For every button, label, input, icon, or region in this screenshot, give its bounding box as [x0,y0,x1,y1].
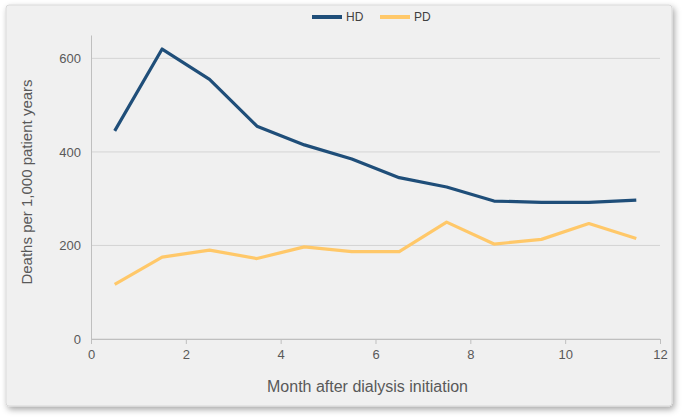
legend-label: PD [414,10,431,24]
legend-label: HD [346,10,364,24]
x-tick-mark [470,339,471,344]
x-tick: 10 [558,339,572,362]
y-tick-label: 400 [59,145,81,160]
x-tick: 2 [183,339,190,362]
grid-line [91,245,660,246]
y-axis-title: Deaths per 1,000 patient years [18,79,35,284]
x-tick-label: 6 [372,347,379,362]
legend-swatch [380,15,410,19]
chart: 0 200 400 600 0 2 4 6 8 10 12 Month after dialysis … [0,0,682,417]
y-tick: 600 [59,51,91,66]
y-tick-label: 200 [59,238,81,253]
y-axis-line [91,36,92,340]
lines [115,49,637,284]
x-tick-label: 12 [653,347,667,362]
x-tick: 4 [278,339,285,362]
x-tick: 8 [467,339,474,362]
plot: 0 200 400 600 0 2 4 6 8 10 12 [59,36,667,363]
grid [91,58,660,339]
legend: HD PD [312,10,431,24]
x-tick-mark [91,339,92,344]
y-axis: 0 200 400 600 [59,36,91,347]
series-line [115,222,637,284]
background [6,5,672,406]
x-axis: 0 2 4 6 8 10 12 [88,339,668,362]
y-tick-label: 600 [59,51,81,66]
x-axis-title: Month after dialysis initiation [267,378,468,395]
x-tick-mark [660,339,661,344]
y-tick: 400 [59,145,91,160]
x-tick-mark [186,339,187,344]
x-tick: 0 [88,339,95,362]
x-tick-mark [565,339,566,344]
grid-line [91,151,660,152]
x-tick-label: 4 [278,347,285,362]
series-line [115,49,637,202]
x-tick-label: 0 [88,347,95,362]
legend-item: PD [380,10,431,24]
x-tick-label: 8 [467,347,474,362]
x-tick-mark [281,339,282,344]
x-tick: 6 [372,339,379,362]
x-tick-mark [376,339,377,344]
y-tick: 200 [59,238,91,253]
y-tick-label: 0 [74,332,81,347]
legend-swatch [312,15,342,19]
x-axis-line [92,340,661,345]
y-tick: 0 [74,332,91,347]
x-tick: 12 [653,339,667,362]
legend-item: HD [312,10,364,24]
x-tick-label: 10 [558,347,572,362]
x-tick-label: 2 [183,347,190,362]
